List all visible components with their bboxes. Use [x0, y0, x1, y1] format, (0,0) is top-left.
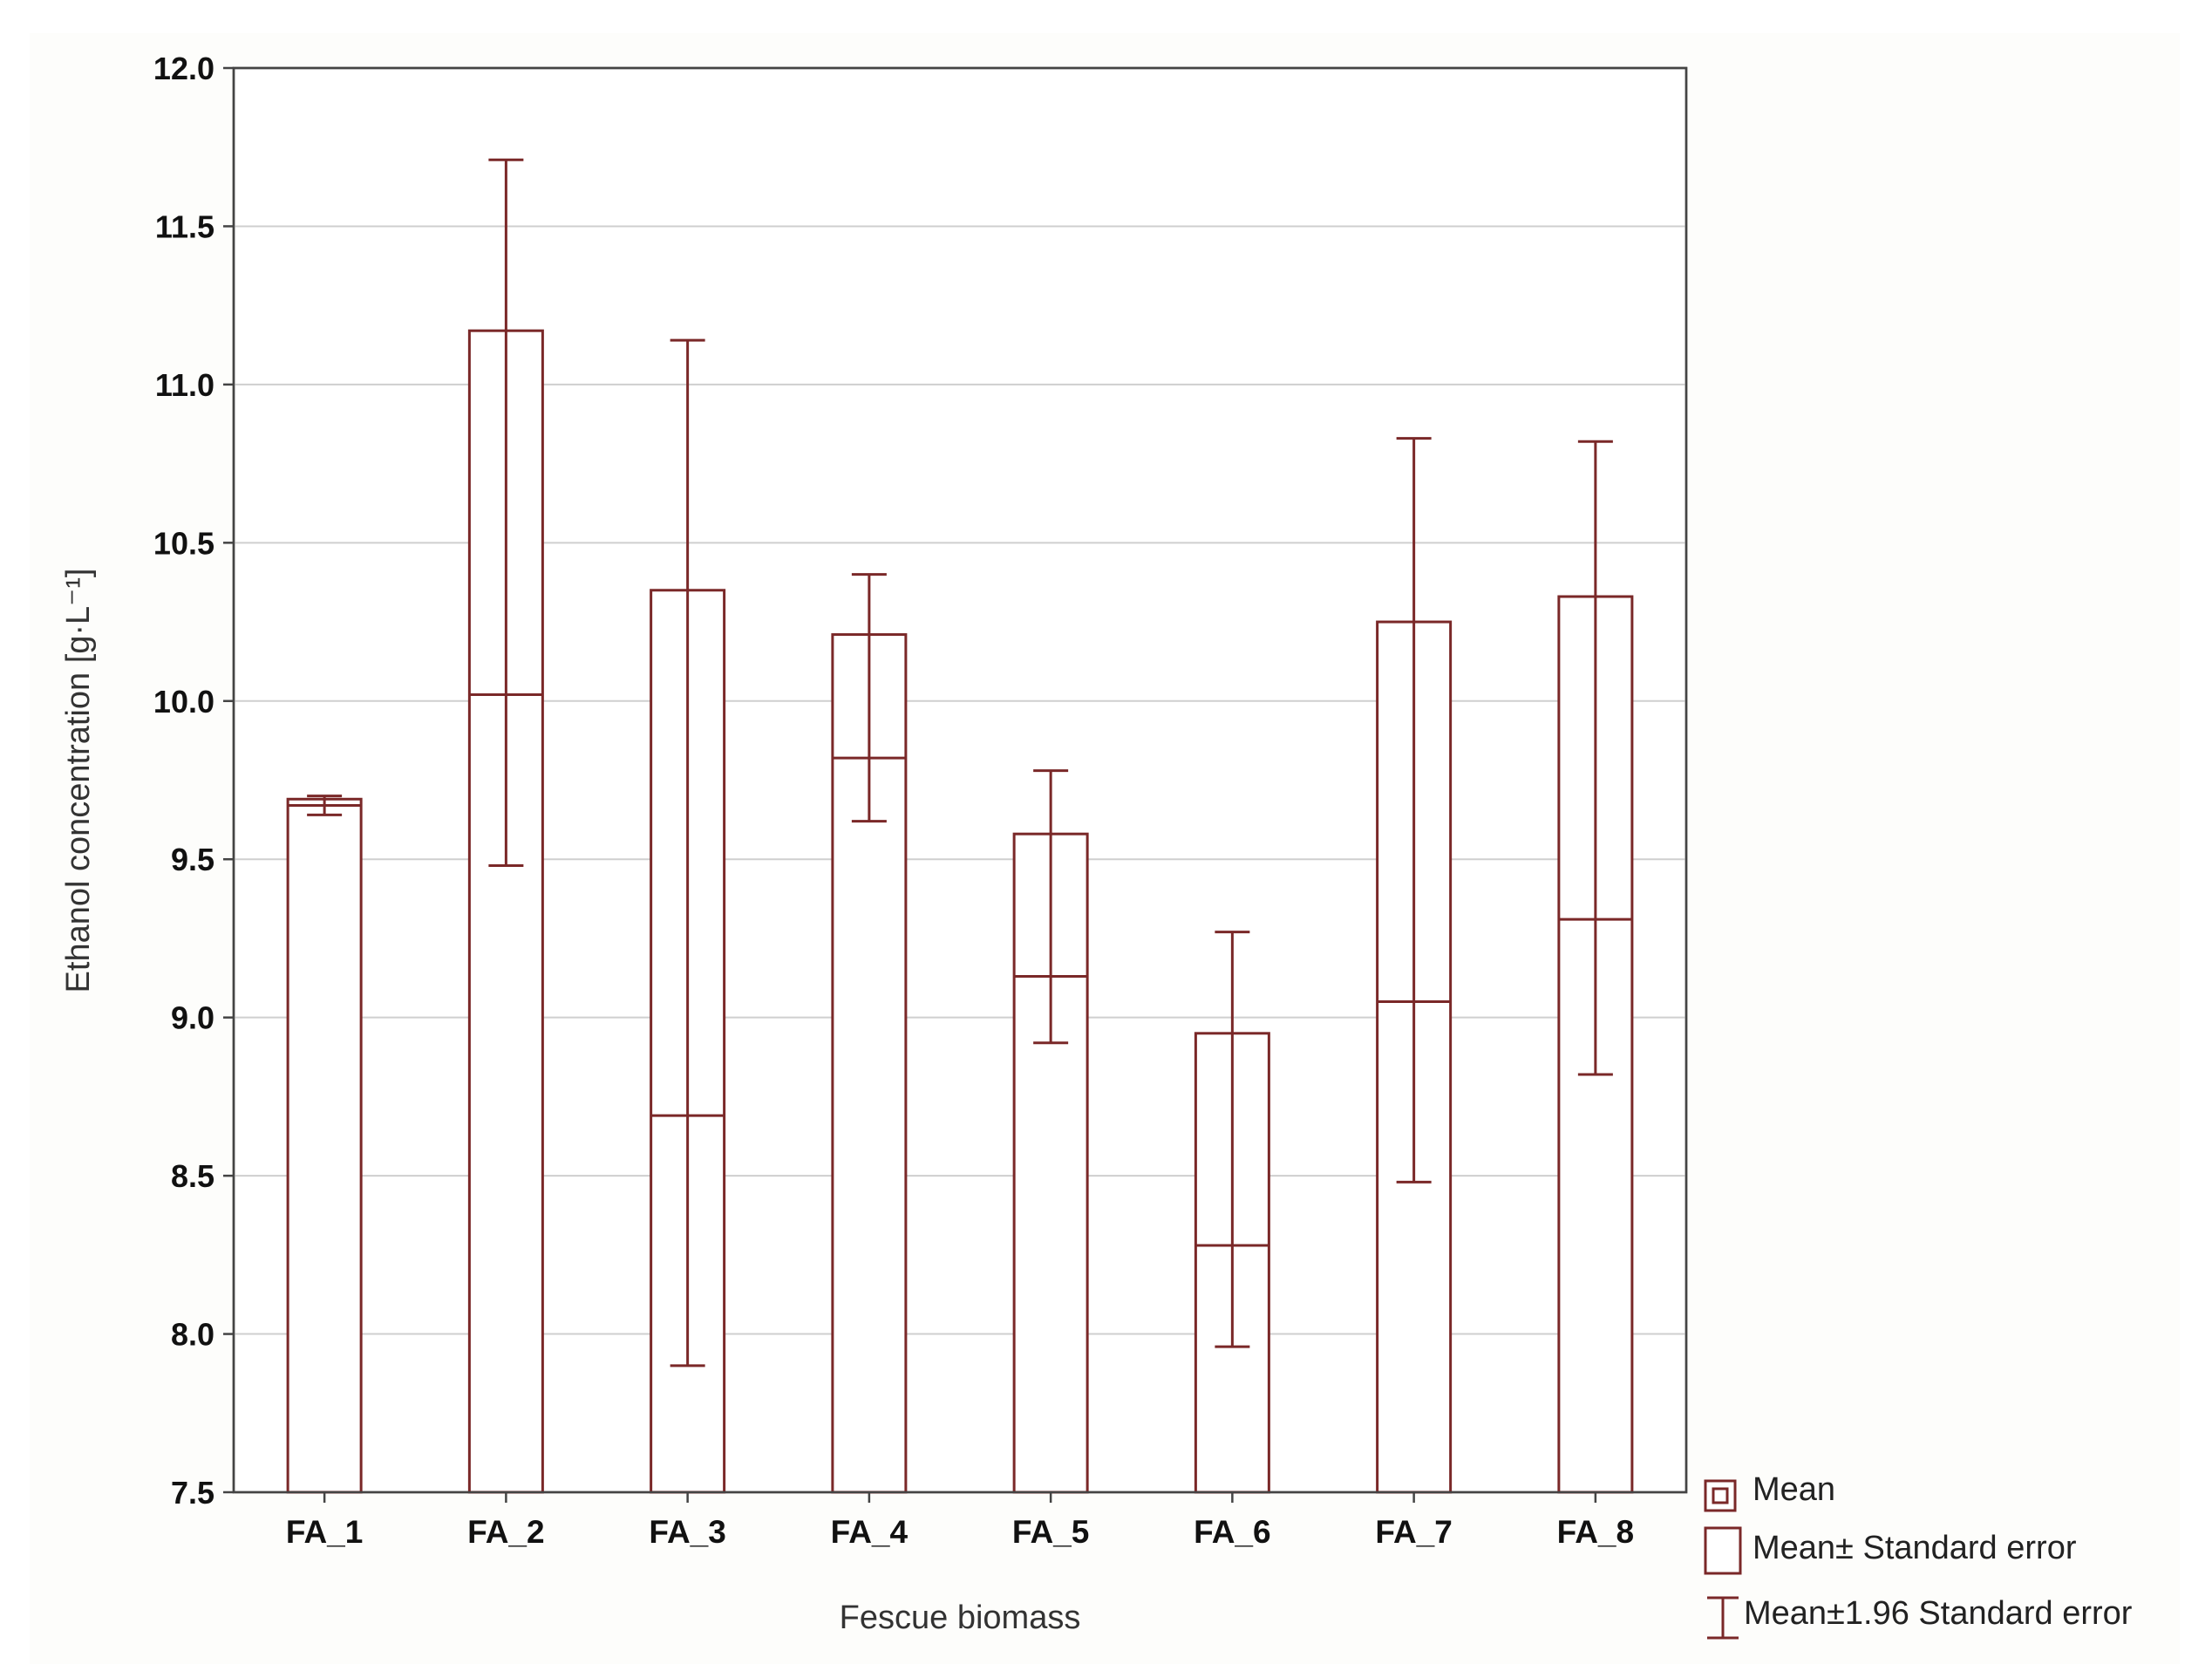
box-fa-7	[1376, 437, 1453, 1494]
plot-area	[232, 66, 1688, 1494]
box-fa-5	[1012, 769, 1089, 1494]
y-tick-label: 11.0	[155, 367, 214, 403]
x-axis-title: Fescue biomass	[840, 1600, 1081, 1636]
y-tick-label: 9.0	[171, 1000, 214, 1036]
legend-mean-label: Mean	[1753, 1471, 1835, 1508]
legend: Mean Mean± Standard error Mean±1.96 Stan…	[1704, 1471, 2133, 1640]
y-tick-label: 8.5	[171, 1158, 214, 1194]
x-tick-label: FA_2	[467, 1514, 544, 1550]
y-tick-label: 10.0	[153, 684, 214, 720]
box-fa-3	[650, 338, 726, 1494]
x-tick-label: FA_6	[1194, 1514, 1270, 1550]
y-tick-label: 11.5	[155, 208, 214, 244]
box-fa-2	[467, 158, 544, 1494]
legend-ci-whisker-icon	[1707, 1596, 1739, 1640]
x-tick-label: FA_8	[1557, 1514, 1634, 1550]
x-tick-label: FA_5	[1012, 1514, 1089, 1550]
x-tick-label: FA_4	[831, 1514, 909, 1550]
y-tick-label: 12.0	[153, 51, 214, 86]
box-fa-6	[1194, 931, 1270, 1494]
legend-se-label: Mean± Standard error	[1753, 1530, 2077, 1566]
x-axis-ticks: FA_1 FA_2 FA_3 FA_4 FA_5 FA_6 FA_7 FA_8	[286, 1492, 1634, 1550]
y-tick-label: 10.5	[153, 525, 214, 561]
plot-frame	[232, 66, 1688, 1494]
box-fa-4	[831, 573, 908, 1494]
legend-mean-icon	[1704, 1479, 1737, 1512]
x-tick-label: FA_1	[286, 1514, 363, 1550]
box-fa-8	[1557, 440, 1634, 1494]
y-axis-title: Ethanol concentration [g·L⁻¹]	[60, 569, 97, 993]
se-box	[286, 797, 363, 1494]
box-fa-1	[286, 795, 363, 1494]
y-tick-label: 8.0	[171, 1317, 214, 1353]
y-tick-label: 7.5	[171, 1475, 214, 1511]
x-tick-label: FA_7	[1375, 1514, 1452, 1550]
y-axis-ticks: 7.5 8.0 8.5 9.0 9.5 10.0 10.5 11.0 11.5 12.0	[153, 51, 234, 1511]
box-marks	[286, 158, 1634, 1494]
legend-ci-label: Mean±1.96 Standard error	[1744, 1595, 2133, 1632]
legend-se-box-icon	[1704, 1526, 1742, 1575]
y-tick-label: 9.5	[171, 842, 214, 877]
x-tick-label: FA_3	[649, 1514, 725, 1550]
